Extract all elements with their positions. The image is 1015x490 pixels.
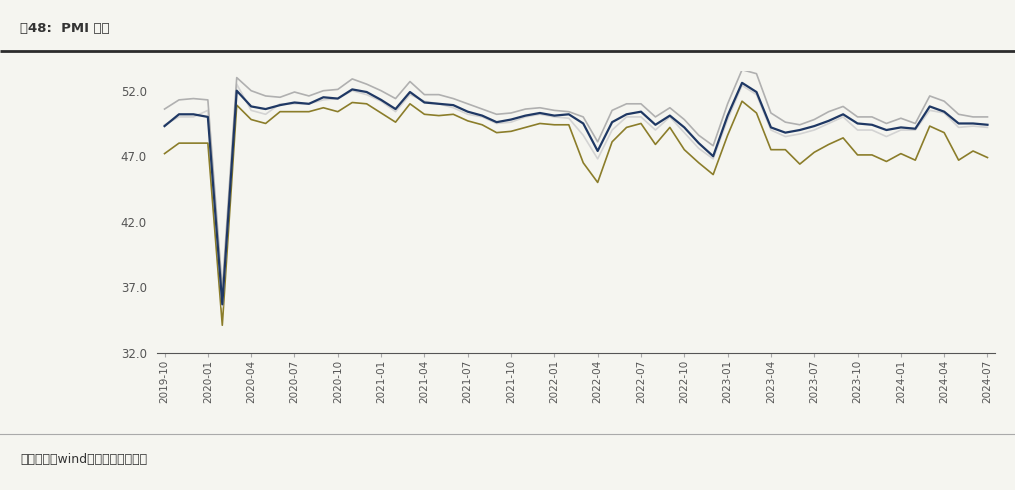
Text: 图48:  PMI 走势: 图48: PMI 走势 [20,22,110,35]
Text: 数据来源：wind，东吴证券研究所: 数据来源：wind，东吴证券研究所 [20,453,147,466]
